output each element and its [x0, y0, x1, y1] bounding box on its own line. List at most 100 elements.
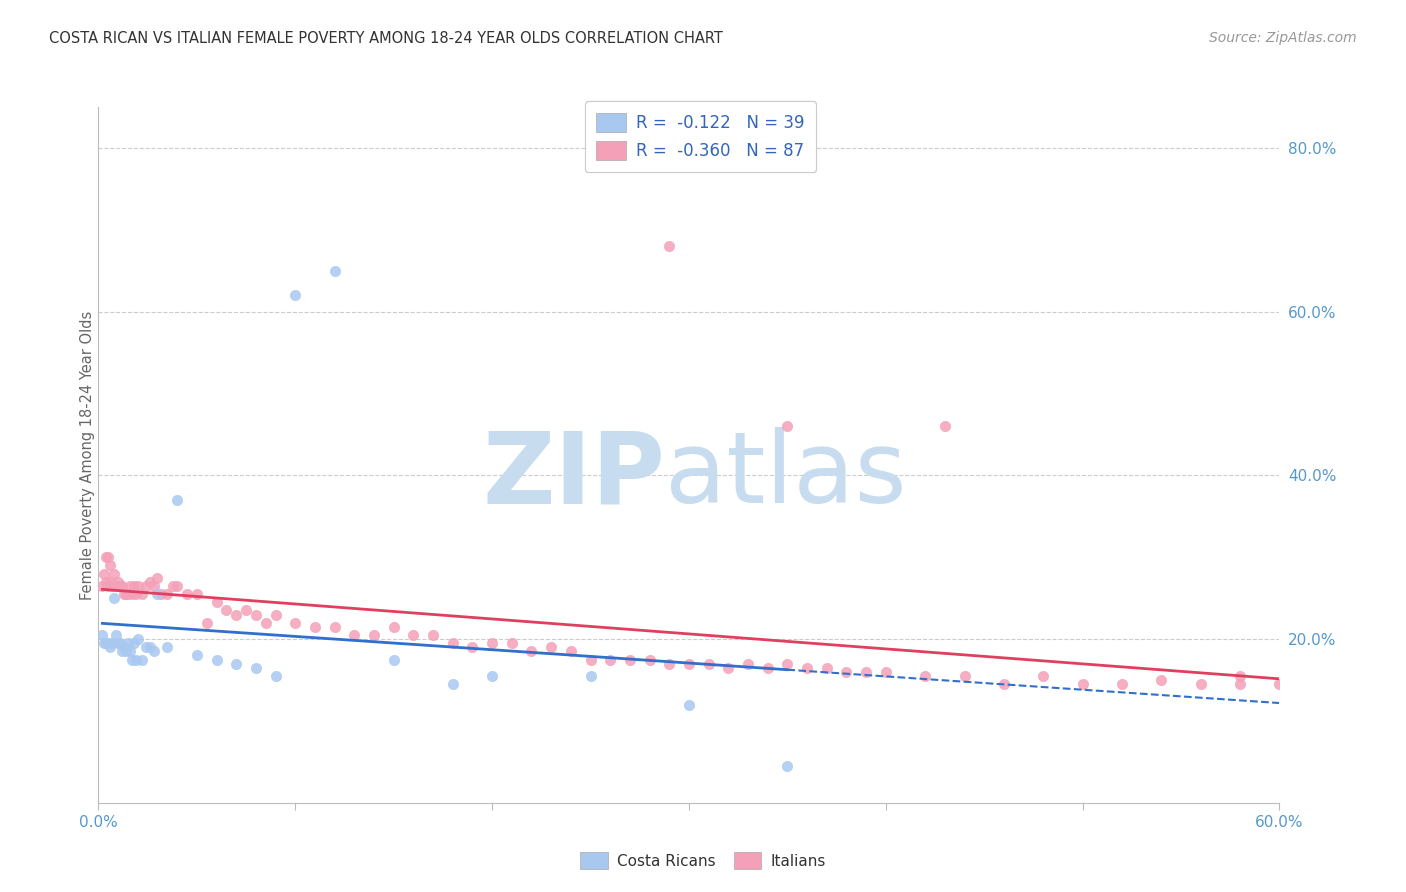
Point: [619, 652, 641, 666]
Point: [245, 607, 267, 622]
Text: COSTA RICAN VS ITALIAN FEMALE POVERTY AMONG 18-24 YEAR OLDS CORRELATION CHART: COSTA RICAN VS ITALIAN FEMALE POVERTY AM…: [49, 31, 723, 46]
Point: [112, 587, 135, 601]
Point: [501, 636, 523, 650]
Point: [560, 644, 582, 658]
Point: [98, 558, 121, 573]
Point: [481, 669, 503, 683]
Point: [1229, 677, 1251, 691]
Point: [678, 657, 700, 671]
Point: [658, 657, 681, 671]
Point: [796, 661, 818, 675]
Point: [118, 644, 141, 658]
Point: [98, 574, 121, 589]
Point: [343, 628, 366, 642]
Point: [112, 640, 135, 655]
Point: [382, 620, 405, 634]
Point: [934, 419, 956, 434]
Point: [835, 665, 858, 679]
Point: [91, 628, 114, 642]
Point: [91, 579, 114, 593]
Point: [441, 636, 464, 650]
Point: [481, 636, 503, 650]
Point: [97, 636, 120, 650]
Point: [105, 579, 128, 593]
Point: [176, 587, 198, 601]
Point: [111, 644, 134, 658]
Point: [254, 615, 277, 630]
Point: [166, 579, 188, 593]
Point: [135, 640, 157, 655]
Point: [264, 669, 287, 683]
Point: [235, 603, 257, 617]
Legend: Costa Ricans, Italians: Costa Ricans, Italians: [574, 846, 832, 875]
Point: [461, 640, 484, 655]
Point: [579, 652, 602, 666]
Point: [142, 579, 165, 593]
Point: [776, 419, 799, 434]
Point: [146, 587, 169, 601]
Point: [103, 591, 125, 606]
Point: [225, 607, 247, 622]
Legend: R =  -0.122   N = 39, R =  -0.360   N = 87: R = -0.122 N = 39, R = -0.360 N = 87: [585, 102, 817, 171]
Point: [135, 579, 157, 593]
Point: [108, 636, 131, 650]
Point: [118, 579, 141, 593]
Point: [284, 615, 307, 630]
Point: [323, 620, 346, 634]
Point: [162, 579, 184, 593]
Point: [215, 603, 238, 617]
Point: [205, 595, 228, 609]
Point: [108, 579, 131, 593]
Point: [875, 665, 897, 679]
Text: atlas: atlas: [665, 427, 907, 524]
Point: [127, 632, 149, 646]
Point: [993, 677, 1015, 691]
Point: [150, 587, 173, 601]
Point: [717, 661, 740, 675]
Point: [737, 657, 759, 671]
Point: [117, 636, 139, 650]
Point: [1111, 677, 1133, 691]
Text: ZIP: ZIP: [482, 427, 665, 524]
Point: [225, 657, 247, 671]
Point: [1150, 673, 1173, 687]
Point: [402, 628, 425, 642]
Point: [776, 759, 799, 773]
Point: [98, 640, 121, 655]
Point: [323, 264, 346, 278]
Point: [105, 628, 128, 642]
Point: [1229, 669, 1251, 683]
Point: [776, 657, 799, 671]
Point: [107, 574, 129, 589]
Point: [96, 574, 118, 589]
Point: [245, 661, 267, 675]
Point: [93, 566, 115, 581]
Point: [855, 665, 877, 679]
Point: [520, 644, 543, 658]
Point: [1032, 669, 1054, 683]
Point: [697, 657, 720, 671]
Point: [142, 644, 165, 658]
Point: [146, 571, 169, 585]
Point: [138, 574, 160, 589]
Y-axis label: Female Poverty Among 18-24 Year Olds: Female Poverty Among 18-24 Year Olds: [80, 310, 94, 599]
Point: [441, 677, 464, 691]
Point: [96, 636, 118, 650]
Point: [658, 239, 681, 253]
Point: [953, 669, 976, 683]
Point: [756, 661, 779, 675]
Point: [127, 579, 149, 593]
Point: [156, 587, 179, 601]
Point: [363, 628, 385, 642]
Point: [131, 652, 153, 666]
Point: [107, 636, 129, 650]
Point: [1071, 677, 1094, 691]
Point: [304, 620, 326, 634]
Point: [101, 579, 124, 593]
Point: [103, 566, 125, 581]
Point: [540, 640, 562, 655]
Point: [115, 587, 138, 601]
Point: [156, 640, 179, 655]
Point: [382, 652, 405, 666]
Point: [284, 288, 307, 302]
